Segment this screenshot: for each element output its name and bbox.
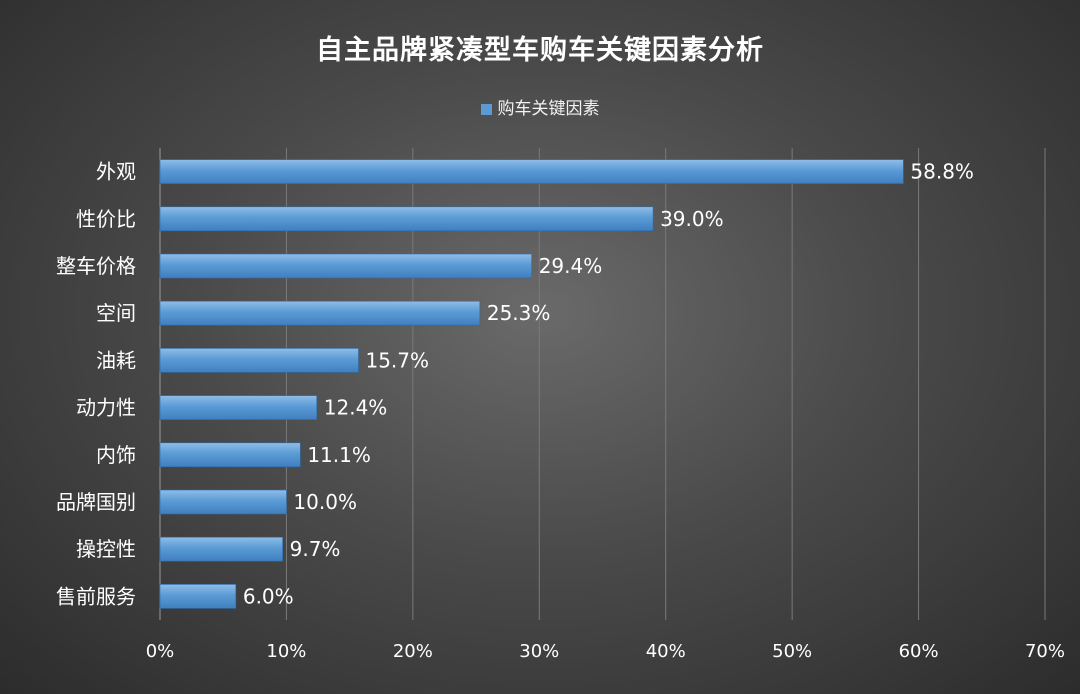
- bar: [159, 159, 904, 184]
- data-label: 25.3%: [487, 301, 551, 325]
- x-tick-label: 70%: [1025, 641, 1065, 662]
- category-label: 品牌国别: [56, 490, 136, 514]
- chart-legend: 购车关键因素: [0, 94, 1080, 119]
- data-label: 12.4%: [324, 396, 388, 420]
- data-label: 58.8%: [910, 160, 974, 184]
- data-label: 15.7%: [365, 348, 429, 372]
- legend-label: 购车关键因素: [497, 99, 600, 119]
- category-label: 性价比: [76, 207, 136, 231]
- category-label: 动力性: [76, 396, 136, 420]
- x-tick-label: 40%: [646, 641, 686, 662]
- data-label: 9.7%: [290, 537, 341, 561]
- x-tick-label: 60%: [899, 641, 939, 662]
- category-label: 内饰: [96, 443, 136, 467]
- bar: [159, 442, 301, 468]
- bar: [159, 536, 283, 562]
- bar: [159, 584, 237, 609]
- data-label: 10.0%: [293, 490, 357, 514]
- x-tick-label: 30%: [519, 641, 559, 662]
- bar: [159, 489, 287, 515]
- legend-swatch: [480, 104, 492, 115]
- bar: [159, 206, 654, 232]
- x-tick-label: 50%: [772, 641, 812, 662]
- x-tick-label: 10%: [266, 641, 306, 662]
- bar: [159, 300, 481, 326]
- data-label: 29.4%: [539, 254, 603, 278]
- category-label: 油耗: [96, 348, 136, 372]
- bar: [159, 253, 533, 279]
- data-label: 39.0%: [660, 207, 724, 231]
- category-label: 售前服务: [56, 584, 136, 608]
- data-label: 11.1%: [307, 443, 371, 467]
- category-label: 整车价格: [56, 254, 136, 278]
- x-tick-label: 20%: [393, 641, 433, 662]
- category-label: 空间: [96, 301, 136, 325]
- bar: [159, 395, 318, 420]
- category-label: 外观: [96, 160, 136, 184]
- category-label: 操控性: [76, 537, 136, 561]
- bar: [159, 348, 359, 373]
- chart-title: 自主品牌紧凑型车购车关键因素分析: [316, 35, 764, 66]
- x-tick-label: 0%: [146, 641, 175, 662]
- data-label: 6.0%: [243, 584, 294, 608]
